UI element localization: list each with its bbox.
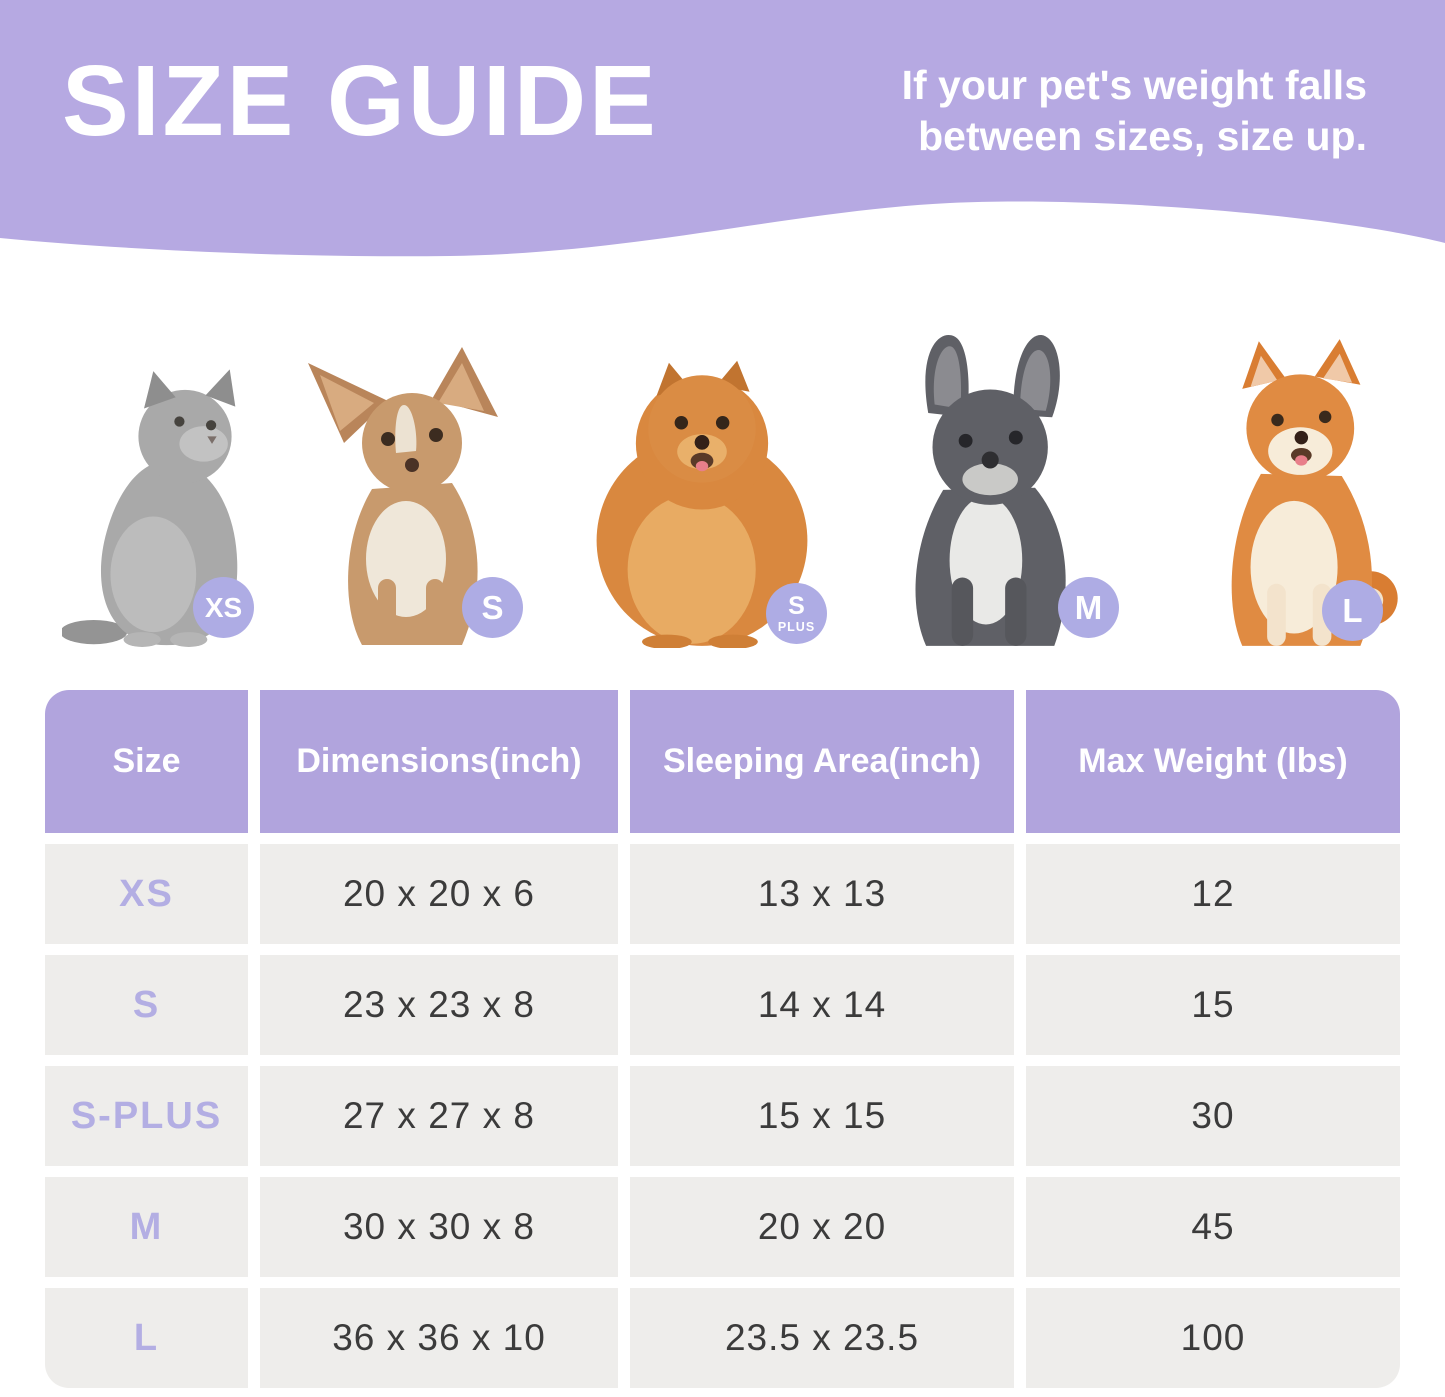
table-cell-dimensions: 36 x 36 x 10 [260, 1288, 618, 1388]
page-title: SIZE GUIDE [62, 45, 659, 157]
table-cell-size: L [45, 1288, 248, 1388]
table-cell-size: XS [45, 844, 248, 944]
column-header-dimensions: Dimensions(inch) [260, 690, 618, 833]
column-header-sleeping-area: Sleeping Area(inch) [630, 690, 1014, 833]
table-cell-dimensions: 20 x 20 x 6 [260, 844, 618, 944]
column-header-size: Size [45, 690, 248, 833]
table-cell-max-weight: 30 [1026, 1066, 1400, 1166]
size-badge-l: L [1322, 580, 1383, 641]
french-bulldog-image [862, 298, 1097, 648]
table-cell-sleeping-area: 15 x 15 [630, 1066, 1014, 1166]
size-badge-s-plus-sublabel: PLUS [777, 619, 816, 634]
pomeranian-image [588, 338, 816, 648]
table-cell-size: M [45, 1177, 248, 1277]
chihuahua-image [300, 330, 520, 647]
cat-image [62, 362, 267, 647]
header-note: If your pet's weight falls between sizes… [902, 60, 1367, 163]
table-cell-size: S-PLUS [45, 1066, 248, 1166]
table-cell-dimensions: 27 x 27 x 8 [260, 1066, 618, 1166]
size-badge-s: S [462, 577, 523, 638]
column-header-max-weight: Max Weight (lbs) [1026, 690, 1400, 833]
table-cell-dimensions: 23 x 23 x 8 [260, 955, 618, 1055]
size-badge-s-plus: S PLUS [766, 583, 827, 644]
header-note-line1: If your pet's weight falls [901, 62, 1367, 108]
header-note-line2: between sizes, size up. [918, 113, 1367, 160]
table-cell-max-weight: 12 [1026, 844, 1400, 944]
size-badge-xs: XS [193, 577, 254, 638]
size-badge-s-label: S [481, 589, 504, 626]
size-badge-m-label: M [1074, 589, 1103, 626]
table-cell-sleeping-area: 20 x 20 [630, 1177, 1014, 1277]
table-cell-size: S [45, 955, 248, 1055]
table-cell-max-weight: 45 [1026, 1177, 1400, 1277]
header-wave-background [0, 0, 1445, 257]
size-badge-s-plus-label: S [788, 591, 805, 620]
table-cell-sleeping-area: 23.5 x 23.5 [630, 1288, 1014, 1388]
size-table: Size Dimensions(inch) Sleeping Area(inch… [45, 690, 1400, 1388]
table-cell-dimensions: 30 x 30 x 8 [260, 1177, 618, 1277]
table-cell-sleeping-area: 14 x 14 [630, 955, 1014, 1055]
size-badge-l-label: L [1342, 592, 1363, 629]
size-badge-m: M [1058, 577, 1119, 638]
size-badge-xs-label: XS [204, 591, 243, 623]
table-cell-sleeping-area: 13 x 13 [630, 844, 1014, 944]
table-cell-max-weight: 100 [1026, 1288, 1400, 1388]
table-cell-max-weight: 15 [1026, 955, 1400, 1055]
